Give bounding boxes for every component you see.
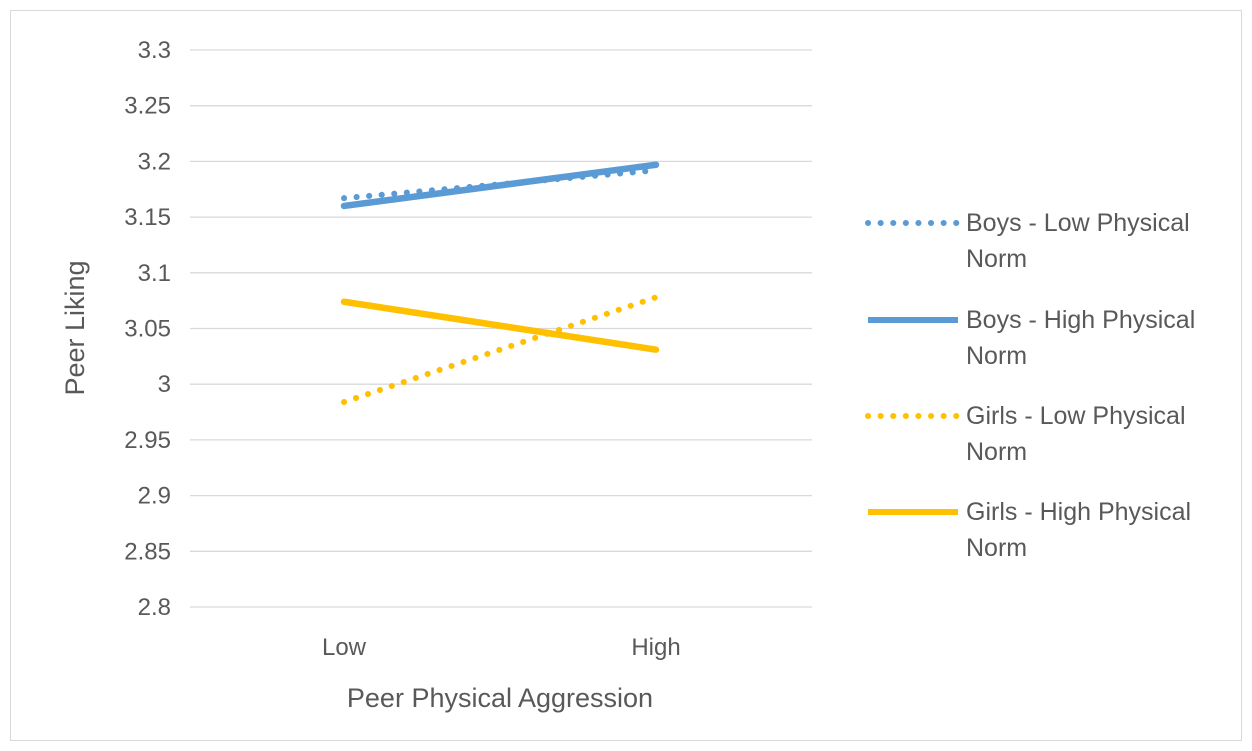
series-line — [341, 294, 659, 406]
chart-frame — [10, 10, 1242, 741]
x-tick-label: High — [631, 634, 680, 661]
y-tick-label: 2.95 — [124, 427, 171, 454]
legend-label: Girls - Low Physical Norm — [966, 402, 1186, 466]
y-tick-label: 3.1 — [138, 260, 171, 287]
y-tick-label: 2.85 — [124, 538, 171, 565]
series-line — [340, 298, 660, 353]
y-tick-label: 2.9 — [138, 483, 171, 510]
series-line — [340, 161, 660, 210]
x-tick-label: Low — [322, 634, 367, 661]
legend-label: Boys - Low Physical Norm — [966, 209, 1190, 273]
x-axis-ticks: Low High — [322, 634, 681, 661]
y-axis-ticks: 2.8 2.85 2.9 2.95 3 3.05 3.1 3.15 3.2 3.25 3.3 — [124, 37, 171, 621]
series-lines — [340, 161, 660, 406]
y-tick-label: 3 — [158, 371, 171, 398]
y-tick-label: 3.05 — [124, 316, 171, 343]
y-tick-label: 2.8 — [138, 594, 171, 621]
y-tick-label: 3.2 — [138, 148, 171, 175]
y-tick-label: 3.15 — [124, 204, 171, 231]
gridlines — [190, 49, 812, 608]
series-line — [341, 167, 659, 202]
legend-label: Boys - High Physical Norm — [966, 306, 1195, 370]
legend: Boys - Low Physical Norm Boys - High Physi… — [865, 209, 1195, 562]
y-axis-title: Peer Liking — [60, 260, 90, 395]
legend-label: Girls - High Physical Norm — [966, 498, 1191, 562]
y-tick-label: 3.3 — [138, 37, 171, 64]
x-axis-title: Peer Physical Aggression — [347, 683, 653, 713]
y-tick-label: 3.25 — [124, 93, 171, 120]
